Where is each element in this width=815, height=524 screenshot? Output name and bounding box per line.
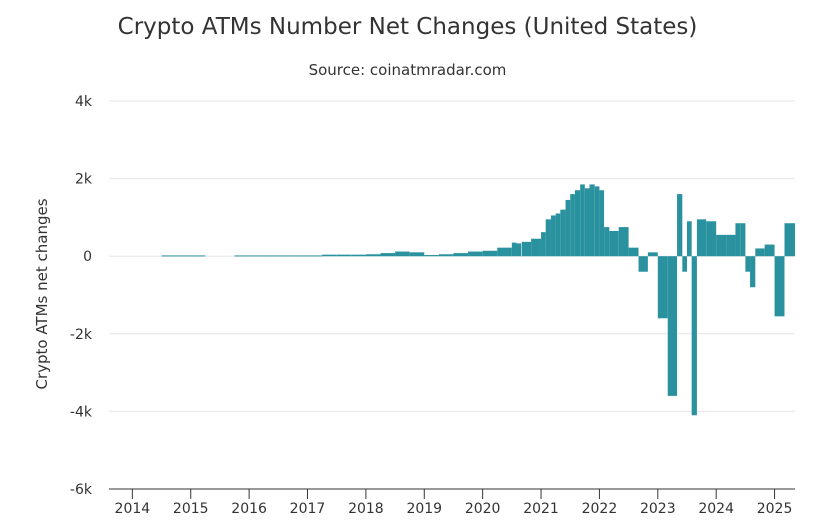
bar xyxy=(351,254,366,257)
bar xyxy=(249,255,264,257)
bar xyxy=(594,186,600,257)
bar xyxy=(740,223,746,257)
bar xyxy=(190,255,206,257)
gridlines xyxy=(109,100,795,412)
y-tick-label: -6k xyxy=(70,482,93,498)
bar xyxy=(234,255,250,257)
x-tick-label: 2021 xyxy=(523,501,559,517)
bar xyxy=(667,256,678,396)
bar xyxy=(161,255,177,257)
bar xyxy=(735,223,741,257)
chart-subtitle: Source: coinatmradar.com xyxy=(308,61,507,79)
bar xyxy=(570,194,575,257)
x-tick-label: 2023 xyxy=(640,501,676,517)
bar xyxy=(409,252,425,257)
chart-title: Crypto ATMs Number Net Changes (United S… xyxy=(117,14,698,40)
x-tick-label: 2015 xyxy=(173,501,209,517)
bar xyxy=(292,255,308,257)
bar xyxy=(424,255,439,257)
bar xyxy=(716,234,727,257)
bar xyxy=(599,190,605,257)
bar xyxy=(521,241,532,257)
bar xyxy=(682,256,687,272)
bar xyxy=(322,254,337,257)
bar xyxy=(555,213,561,257)
bar xyxy=(609,230,619,257)
bar xyxy=(497,247,512,257)
bar xyxy=(380,253,396,257)
bar xyxy=(686,221,692,257)
bar xyxy=(784,223,795,257)
axes: 4k 2k 0 -2k -4k -6k 2014 2015 2016 2017 2018 2019 20… xyxy=(70,94,795,517)
y-tick-label: 0 xyxy=(83,249,92,265)
bar xyxy=(657,256,668,319)
x-tick-label: 2022 xyxy=(582,501,618,517)
x-tick-label: 2019 xyxy=(406,501,442,517)
bar xyxy=(278,255,293,257)
bar xyxy=(618,227,629,257)
bar xyxy=(691,256,697,416)
bar xyxy=(531,238,542,257)
bar xyxy=(545,219,551,257)
bar xyxy=(482,250,498,257)
bar-series xyxy=(161,184,795,416)
bar xyxy=(263,255,279,257)
bar xyxy=(764,244,775,257)
y-axis-title: Crypto ATMs net changes xyxy=(33,198,51,389)
bar xyxy=(336,254,352,257)
bar xyxy=(696,219,707,257)
bar xyxy=(453,253,469,257)
x-tick-label: 2020 xyxy=(465,501,501,517)
y-tick-label: 4k xyxy=(75,94,93,110)
bar xyxy=(726,234,736,257)
bar xyxy=(628,247,639,257)
x-tick-label: 2016 xyxy=(231,501,267,517)
bar xyxy=(774,256,785,317)
bar xyxy=(638,256,648,272)
bar xyxy=(565,199,571,257)
x-tick-label: 2025 xyxy=(757,501,793,517)
bar xyxy=(365,254,381,257)
bar xyxy=(395,251,410,257)
bar xyxy=(750,256,756,288)
bar xyxy=(589,184,595,257)
bar xyxy=(516,243,522,257)
bar xyxy=(604,227,610,257)
y-tick-label: -2k xyxy=(70,327,93,343)
y-tick-label: 2k xyxy=(75,172,93,188)
bar xyxy=(584,188,590,257)
bar xyxy=(468,251,483,257)
x-tick-label: 2018 xyxy=(348,501,384,517)
bar xyxy=(438,254,454,257)
bar xyxy=(560,209,566,257)
bar xyxy=(307,255,323,257)
x-tick-label: 2017 xyxy=(290,501,326,517)
y-tick-label: -4k xyxy=(70,404,93,420)
bar xyxy=(755,248,765,257)
bar xyxy=(550,215,556,257)
bar xyxy=(580,184,585,257)
bar xyxy=(745,256,751,272)
bar xyxy=(647,252,658,257)
bar xyxy=(706,221,717,257)
bar xyxy=(511,242,517,257)
x-tick-label: 2014 xyxy=(115,501,151,517)
bar xyxy=(176,255,191,257)
bar xyxy=(541,232,546,257)
bar xyxy=(574,190,581,257)
x-tick-label: 2024 xyxy=(698,501,734,517)
bar xyxy=(677,194,683,257)
